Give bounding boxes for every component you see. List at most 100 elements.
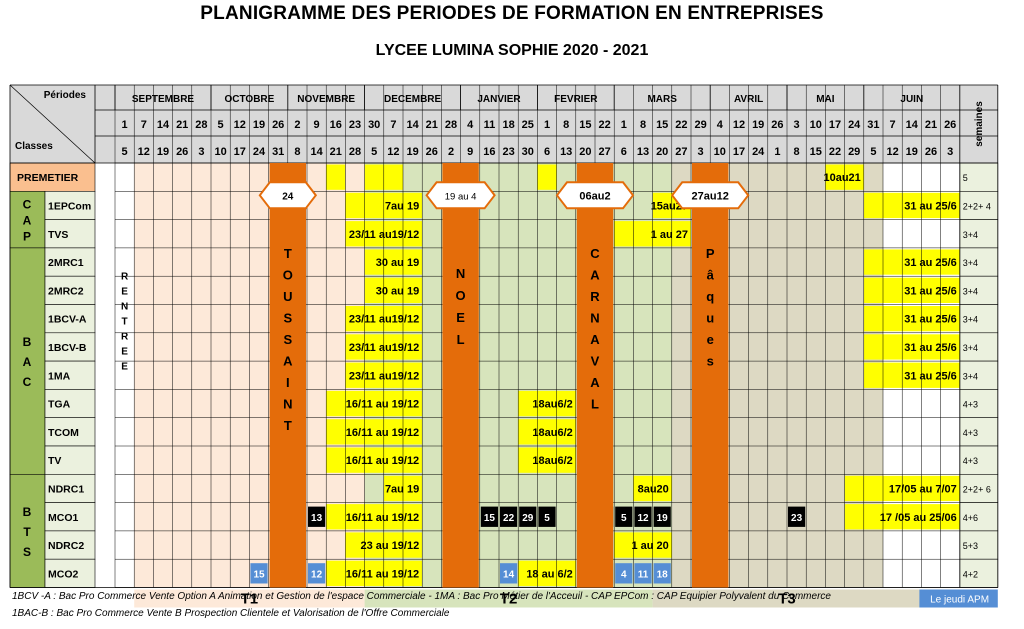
week-column-bg bbox=[134, 163, 154, 588]
trimester-label: T2 bbox=[500, 591, 518, 608]
month-label: NOVEMBRE bbox=[297, 94, 355, 105]
weeks-cell bbox=[959, 417, 999, 447]
class-cell bbox=[44, 191, 96, 220]
classes-label: Classes bbox=[15, 141, 53, 152]
holiday-dates-badge bbox=[425, 181, 496, 210]
weeks-count: 4+6 bbox=[963, 513, 978, 523]
class-name: 1MA bbox=[48, 370, 71, 382]
weeks-count: 3+4 bbox=[963, 315, 978, 325]
group-cell bbox=[9, 162, 96, 192]
class-cell bbox=[44, 473, 96, 503]
week-start: 10 bbox=[810, 119, 822, 131]
session-marker-label: 19 bbox=[657, 513, 669, 524]
class-name: 1BCV-A bbox=[48, 314, 87, 326]
holiday-dates: 24 bbox=[282, 191, 294, 202]
weeks-count: 3+4 bbox=[963, 343, 978, 353]
week-end: 13 bbox=[560, 146, 572, 158]
holiday-letter: E bbox=[456, 310, 465, 325]
week-end: 5 bbox=[371, 146, 377, 158]
week-end: 26 bbox=[176, 146, 188, 158]
week-start: 30 bbox=[368, 119, 380, 131]
weeks-count: 4+3 bbox=[963, 428, 978, 438]
holiday-letter: C bbox=[590, 246, 600, 261]
session-marker-label: 13 bbox=[311, 513, 323, 524]
week-start: 4 bbox=[717, 119, 724, 131]
training-period-label: 16/11 au 19/12 bbox=[346, 427, 419, 439]
training-period-label: 23 au 19/12 bbox=[360, 540, 419, 552]
holiday-column bbox=[692, 163, 729, 588]
semaines-label: semaines bbox=[974, 101, 985, 147]
session-marker bbox=[634, 563, 652, 584]
week-end: 17 bbox=[234, 146, 246, 158]
week-start: 1 bbox=[621, 119, 627, 131]
training-period-label: 7au 19 bbox=[385, 483, 419, 495]
week-end: 20 bbox=[656, 146, 668, 158]
training-block bbox=[383, 164, 403, 190]
week-column-bg bbox=[806, 163, 826, 588]
weeks-cell bbox=[959, 530, 999, 560]
training-block bbox=[364, 192, 384, 219]
holiday-letter: L bbox=[591, 396, 599, 411]
week-end: 6 bbox=[621, 146, 627, 158]
week-end: 16 bbox=[483, 146, 495, 158]
session-marker bbox=[519, 506, 537, 527]
month-label: MAI bbox=[816, 94, 835, 105]
rentree-letter: E bbox=[121, 362, 128, 373]
week-end: 26 bbox=[925, 146, 937, 158]
group-cell bbox=[9, 473, 46, 588]
trimester-bar bbox=[364, 589, 653, 608]
week-column-bg bbox=[249, 163, 269, 588]
weeks-cell bbox=[959, 162, 999, 192]
training-period-label: 18au6/2 bbox=[532, 427, 572, 439]
week-start: 14 bbox=[157, 119, 170, 131]
week-column-bg bbox=[556, 163, 576, 588]
week-end: 3 bbox=[698, 146, 704, 158]
week-start: 4 bbox=[467, 119, 474, 131]
week-end: 10 bbox=[214, 146, 226, 158]
class-cell bbox=[44, 502, 96, 532]
training-period-label: 31 au 25/6 bbox=[904, 285, 957, 297]
week-end: 31 bbox=[272, 146, 284, 158]
footnote-1: 1BCV -A : Bac Pro Commerce Vente Option … bbox=[12, 591, 831, 602]
session-marker-label: 22 bbox=[503, 513, 515, 524]
week-end: 17 bbox=[733, 146, 745, 158]
session-marker bbox=[250, 563, 268, 584]
training-period-label: 30 au 19 bbox=[376, 285, 419, 297]
week-column-bg bbox=[172, 163, 192, 588]
week-column-bg bbox=[422, 163, 442, 588]
week-start: 7 bbox=[141, 119, 147, 131]
week-start: 26 bbox=[771, 119, 783, 131]
week-start: 19 bbox=[253, 119, 265, 131]
class-name: PREMETIER bbox=[17, 172, 79, 184]
holiday-column bbox=[442, 163, 479, 588]
weeks-count: 4+2 bbox=[963, 569, 978, 579]
session-marker-label: 23 bbox=[791, 513, 803, 524]
week-start: 29 bbox=[694, 119, 706, 131]
footnote-2: 1BAC-B : Bac Pro Commerce Vente B Prospe… bbox=[12, 608, 450, 619]
holiday-letter: U bbox=[283, 289, 292, 304]
week-end: 19 bbox=[906, 146, 918, 158]
periodes-label: Périodes bbox=[44, 90, 87, 101]
class-cell bbox=[44, 219, 96, 249]
training-period bbox=[863, 362, 960, 388]
week-end: 12 bbox=[138, 146, 150, 158]
week-start: 22 bbox=[598, 119, 610, 131]
week-start: 8 bbox=[640, 119, 646, 131]
holiday-letter: V bbox=[591, 353, 600, 368]
week-start: 25 bbox=[522, 119, 534, 131]
week-start: 15 bbox=[579, 119, 591, 131]
training-period-label: 1 au 20 bbox=[631, 540, 668, 552]
group-label-letter: S bbox=[23, 545, 31, 559]
week-start: 7 bbox=[390, 119, 396, 131]
holiday-letter: u bbox=[706, 310, 714, 325]
training-period bbox=[863, 306, 960, 332]
rentree-letter: R bbox=[121, 332, 129, 343]
week-start: 11 bbox=[484, 119, 496, 131]
holiday-letter: N bbox=[590, 310, 599, 325]
session-marker bbox=[615, 563, 633, 584]
week-column-bg bbox=[767, 163, 787, 588]
week-column-bg bbox=[153, 163, 173, 588]
week-start: 21 bbox=[426, 119, 438, 131]
holiday-column bbox=[269, 163, 306, 588]
weeks-count: 2+2+ 6 bbox=[963, 484, 991, 494]
